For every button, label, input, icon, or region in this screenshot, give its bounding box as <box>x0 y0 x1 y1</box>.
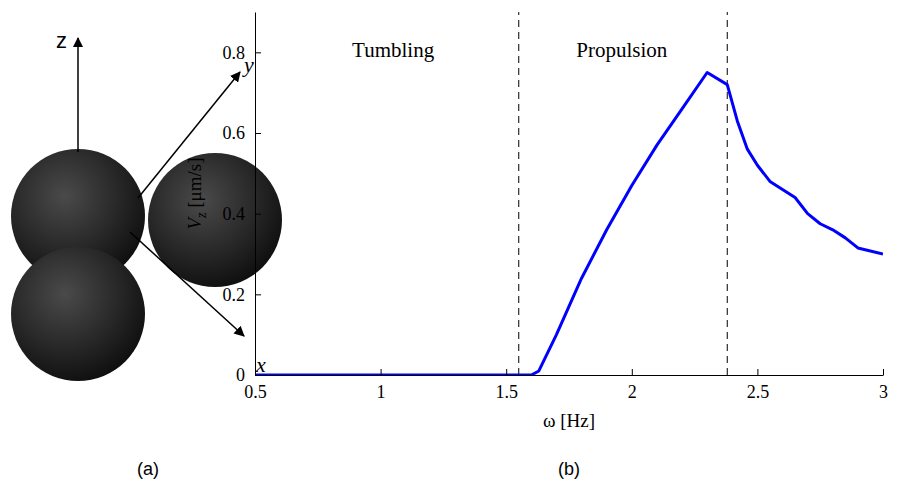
tick: 0 <box>236 365 261 385</box>
tick-mark <box>381 369 382 375</box>
x-axis-title: ω [Hz] <box>543 410 595 431</box>
data-line <box>255 73 883 376</box>
y-axis: 0 0.2 0.4 0.6 0.8 <box>223 13 262 386</box>
tick-label: 0.4 <box>223 204 246 224</box>
axis-line <box>256 375 884 376</box>
tick-mark <box>255 214 261 215</box>
tick-mark <box>883 369 884 375</box>
tick-mark <box>632 369 633 375</box>
axis-arrow <box>130 232 244 336</box>
panel-a: zyx(a) <box>11 28 282 479</box>
tick-label: 2.5 <box>747 382 770 402</box>
tick-label: 0.8 <box>223 43 246 63</box>
axis-label: x <box>255 352 266 377</box>
tick: 0.8 <box>223 43 262 63</box>
tick: 1.5 <box>495 369 518 402</box>
tick-label: 0.5 <box>244 382 267 402</box>
tick: 0.4 <box>223 204 262 224</box>
region-divider <box>518 12 519 375</box>
tick-label: 2 <box>628 382 637 402</box>
figure: zyx(a)0.511.522.5300.20.40.60.8ω [Hz]Vz … <box>0 0 907 491</box>
tick: 2.5 <box>747 369 770 402</box>
panel-label: (b) <box>558 459 580 479</box>
axis-label: z <box>56 28 67 53</box>
tick-mark <box>255 375 261 376</box>
axis-arrow <box>77 38 79 152</box>
tick-label: 0 <box>236 365 245 385</box>
tick-label: 1.5 <box>495 382 518 402</box>
tick-mark <box>255 52 261 53</box>
y-axis-title: Vz [μm/s] <box>184 157 209 229</box>
tick-mark <box>757 369 758 375</box>
tick: 0.2 <box>223 285 262 305</box>
tick-label: 1 <box>377 382 386 402</box>
tick: 3 <box>879 369 888 402</box>
tick-label: 0.2 <box>223 285 246 305</box>
tick: 0.6 <box>223 123 262 143</box>
tick: 1 <box>377 369 386 402</box>
tick-label: 0.6 <box>223 123 246 143</box>
panel-label: (a) <box>137 459 159 479</box>
tick-label: 3 <box>879 382 888 402</box>
annotation: Propulsion <box>576 38 668 62</box>
tick-mark <box>255 294 261 295</box>
tick: 2 <box>628 369 637 402</box>
axis-line <box>255 13 256 376</box>
tick-mark <box>506 369 507 375</box>
region-divider <box>727 12 728 375</box>
sphere <box>11 247 145 381</box>
x-axis: 0.5 1 1.5 2 2.5 3 <box>244 369 888 402</box>
tick-mark <box>255 133 261 134</box>
panel-b: 0.5 1 1.5 2 2.5 3 0 0.2 0.4 0.6 0.8 ω [Hz] Vz [μm/s]… <box>184 12 888 479</box>
annotation: Tumbling <box>352 38 435 62</box>
plot-area <box>255 12 883 375</box>
